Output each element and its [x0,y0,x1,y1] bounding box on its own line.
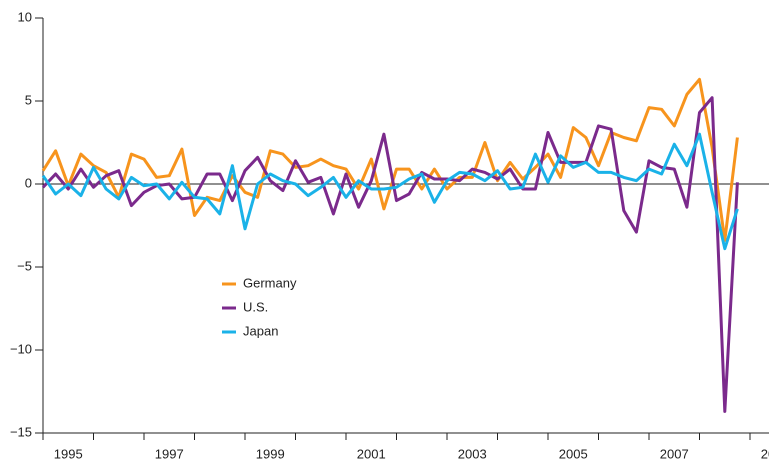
legend-label: Japan [243,323,278,338]
x-tick-label: 2007 [660,446,689,461]
x-tick-label: 1997 [155,446,184,461]
legend-label: Germany [243,275,297,290]
x-tick-label: 1999 [256,446,285,461]
legend-label: U.S. [243,299,268,314]
x-tick-label: 2005 [559,446,588,461]
x-tick-label: 1995 [54,446,83,461]
x-tick-label: 2003 [458,446,487,461]
y-tick-label: −15 [10,424,32,439]
series-line [41,96,739,413]
x-tick-label: 2009 [761,446,769,461]
y-tick-label: 5 [25,92,32,107]
series-line [41,132,739,251]
y-tick-label: −5 [17,258,32,273]
y-tick-label: 0 [25,175,32,190]
x-tick-label: 2001 [357,446,386,461]
y-tick-label: −10 [10,341,32,356]
y-tick-label: 10 [18,9,32,24]
